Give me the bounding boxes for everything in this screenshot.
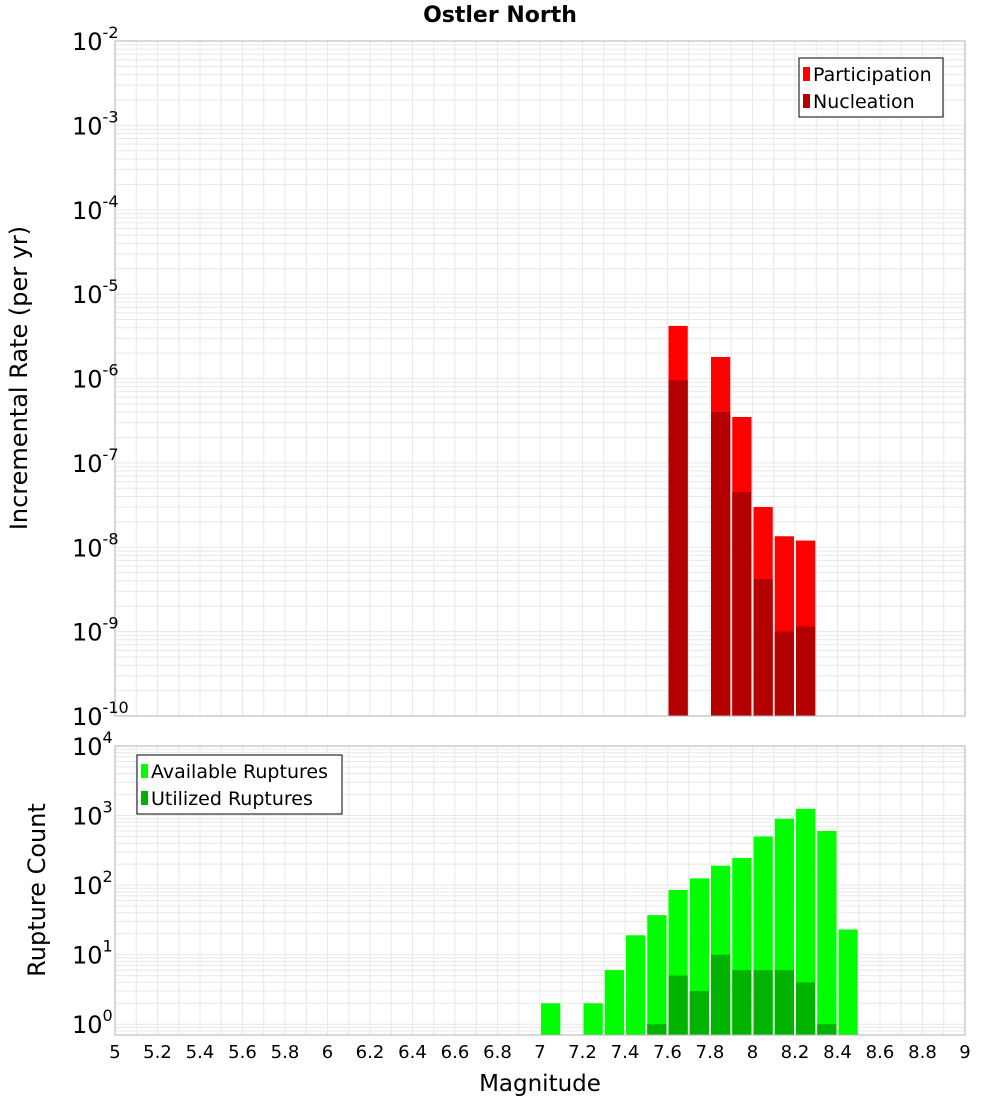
count-y-tick-label: 102 xyxy=(72,867,113,900)
count-y-tick-label: 100 xyxy=(72,1006,113,1039)
count-x-tick-label: 6 xyxy=(322,1042,333,1063)
count-x-tick-label: 5.4 xyxy=(186,1042,215,1063)
count-x-tick-label: 9 xyxy=(959,1042,970,1063)
rate-plot-frame xyxy=(114,40,966,717)
count-x-axis-title: Magnitude xyxy=(479,1071,601,1097)
count-x-tick-label: 6.8 xyxy=(483,1042,512,1063)
rate-legend: Participation Nucleation xyxy=(798,57,944,118)
rate-bar-nucleation xyxy=(753,579,773,716)
count-bar-utilized-ruptures xyxy=(796,982,816,1035)
count-x-tick-label: 7 xyxy=(534,1042,545,1063)
rate-y-tick-label: 10-5 xyxy=(72,276,119,309)
count-bar-available-ruptures xyxy=(647,915,667,1035)
count-x-tick-label: 8 xyxy=(747,1042,758,1063)
count-x-tick-label: 5.6 xyxy=(228,1042,257,1063)
count-bar-utilized-ruptures xyxy=(774,970,794,1035)
count-x-tick-label: 7.4 xyxy=(611,1042,640,1063)
count-x-tick-label: 8.2 xyxy=(781,1042,810,1063)
rate-y-tick-label: 10-2 xyxy=(72,23,119,56)
count-x-tick-label: 5.2 xyxy=(143,1042,172,1063)
count-bar-utilized-ruptures xyxy=(817,1024,837,1035)
rate-legend-label: Participation xyxy=(813,64,932,86)
count-y-tick-label: 101 xyxy=(72,937,113,970)
rate-y-tick-label: 10-9 xyxy=(72,614,119,647)
rate-legend-label: Nucleation xyxy=(813,91,915,113)
count-bar-available-ruptures xyxy=(604,970,624,1035)
rate-bar-nucleation xyxy=(711,412,731,716)
count-x-tick-label: 7.2 xyxy=(568,1042,597,1063)
count-legend-label: Utilized Ruptures xyxy=(151,788,313,810)
rate-y-tick-label: 10-6 xyxy=(72,361,119,394)
rate-y-tick-label: 10-7 xyxy=(72,445,119,478)
count-panel: 100 101 102 103 104 Rupture Count 5 5.2 5.4 5.6 5.… xyxy=(23,728,971,1097)
rate-y-tick-label: 10-4 xyxy=(72,192,119,225)
rate-y-tick-label: 10-8 xyxy=(72,529,119,562)
count-bar-available-ruptures xyxy=(817,830,837,1035)
count-x-tick-label: 6.4 xyxy=(398,1042,427,1063)
count-bar-available-ruptures xyxy=(541,1003,561,1035)
count-x-tick-label: 5.8 xyxy=(271,1042,300,1063)
rate-bar-nucleation xyxy=(796,626,816,716)
count-y-axis-title: Rupture Count xyxy=(23,803,51,977)
count-x-tick-label: 6.2 xyxy=(356,1042,385,1063)
rate-legend-swatch xyxy=(803,94,810,108)
rate-y-tick-label: 10-3 xyxy=(72,107,119,140)
rate-legend-swatch xyxy=(803,67,810,81)
rate-y-tick-label: 10-10 xyxy=(72,698,129,731)
rate-bar-nucleation xyxy=(668,380,688,716)
count-bar-utilized-ruptures xyxy=(689,991,709,1035)
count-x-tick-label: 8.4 xyxy=(823,1042,852,1063)
rate-bar-nucleation xyxy=(774,631,794,716)
count-y-tick-label: 103 xyxy=(72,798,113,831)
count-bar-available-ruptures xyxy=(626,935,646,1035)
count-y-tick-label: 104 xyxy=(72,728,113,761)
count-legend-swatch xyxy=(141,791,148,805)
count-legend-box xyxy=(136,754,343,815)
count-x-tick-label: 5 xyxy=(109,1042,120,1063)
count-bar-utilized-ruptures xyxy=(732,970,752,1035)
count-bar-utilized-ruptures xyxy=(711,954,731,1035)
rate-panel: 10-10 10-9 10-8 10-7 10-6 10-5 10-4 10-3 10-2 Inc… xyxy=(5,23,966,731)
count-x-tick-label: 6.6 xyxy=(441,1042,470,1063)
count-x-tick-label: 7.6 xyxy=(653,1042,682,1063)
count-x-tick-label: 7.8 xyxy=(696,1042,725,1063)
count-legend-label: Available Ruptures xyxy=(151,761,328,783)
count-bar-utilized-ruptures xyxy=(647,1024,667,1035)
chart-title: Ostler North xyxy=(423,3,577,28)
count-bar-utilized-ruptures xyxy=(668,975,688,1035)
rate-y-axis-title: Incremental Rate (per yr) xyxy=(5,226,33,530)
rate-legend-box xyxy=(798,57,944,118)
count-bar-available-ruptures xyxy=(796,808,816,1035)
count-x-tick-label: 8.8 xyxy=(908,1042,937,1063)
rate-bar-nucleation xyxy=(732,492,752,716)
count-x-tick-label: 8.6 xyxy=(866,1042,895,1063)
count-legend: Available Ruptures Utilized Ruptures xyxy=(136,754,343,815)
count-bar-available-ruptures xyxy=(838,929,858,1035)
count-bar-utilized-ruptures xyxy=(753,970,773,1035)
count-bar-available-ruptures xyxy=(583,1003,603,1035)
count-plot-frame xyxy=(114,745,966,1036)
count-legend-swatch xyxy=(141,764,148,778)
